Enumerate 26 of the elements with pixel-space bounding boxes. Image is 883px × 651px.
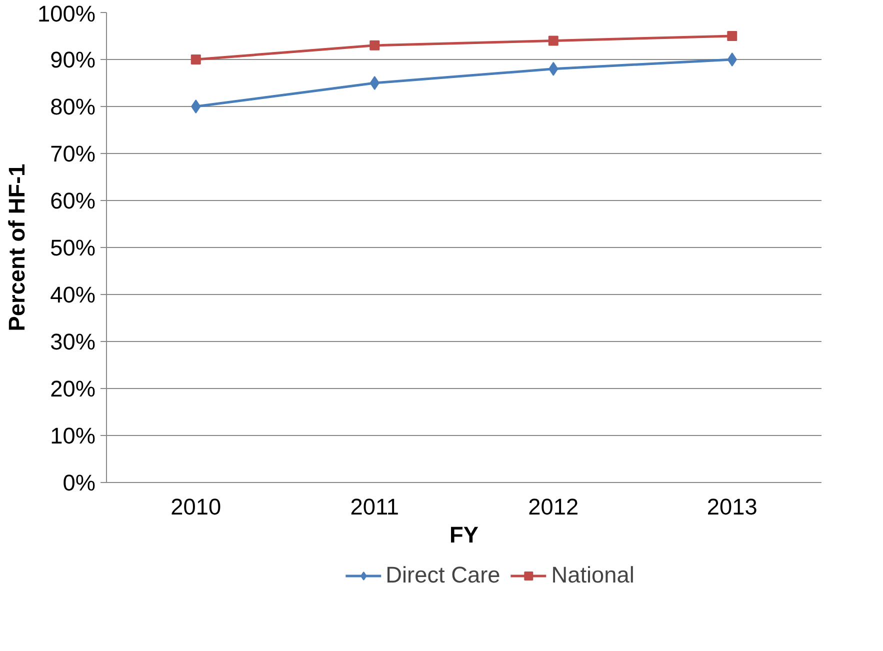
y-axis-title: Percent of HF-1 — [4, 164, 30, 332]
y-tick-label: 40% — [50, 282, 96, 308]
y-tick-label: 70% — [50, 140, 96, 166]
y-tick-label: 80% — [50, 94, 96, 120]
x-tick-label: 2012 — [528, 494, 579, 520]
y-tick-label: 50% — [50, 234, 96, 260]
y-tick-label: 90% — [50, 46, 96, 72]
point — [190, 54, 201, 64]
y-tick-label: 10% — [50, 422, 96, 448]
y-tick-label: 30% — [50, 328, 96, 354]
x-tick-label: 2011 — [350, 494, 399, 520]
point — [191, 100, 201, 114]
y-tick-label: 60% — [50, 188, 96, 214]
x-tick-label: 2013 — [706, 494, 758, 520]
y-tick-label: 20% — [50, 376, 96, 402]
point — [727, 52, 737, 66]
y-tick-label: 100% — [38, 0, 96, 26]
legend-label: National — [551, 562, 634, 588]
x-axis-title: FY — [450, 522, 478, 548]
point — [548, 36, 558, 46]
legend-label: Direct Care — [386, 562, 500, 588]
point — [727, 31, 738, 41]
point — [370, 40, 380, 50]
y-tick-label: 0% — [62, 470, 96, 496]
x-tick-label: 2010 — [170, 494, 222, 520]
point — [370, 76, 380, 90]
